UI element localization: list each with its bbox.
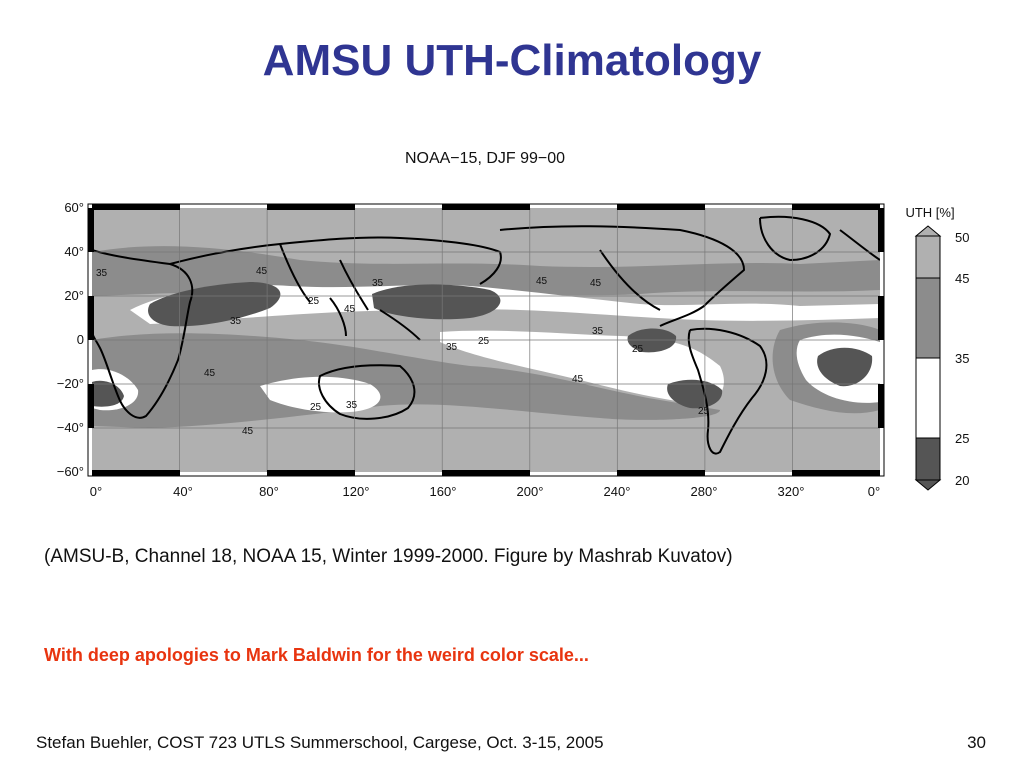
dark-zone-pacific-south [667, 379, 723, 409]
dark-zone-africa-south [92, 380, 124, 407]
dark-zone-sahara [148, 282, 281, 327]
contour-label: 35 [592, 326, 604, 337]
coast-eurasia [169, 236, 502, 311]
contour-label: 35 [96, 268, 108, 279]
moist-band-south [92, 333, 720, 428]
contour-label: 25 [632, 344, 644, 355]
lon-label: 120° [343, 484, 370, 499]
lon-labels: 0° 40° 80° 120° 160° 200° 240° 280° 320°… [90, 484, 880, 499]
lat-label: 40° [64, 244, 84, 259]
coast-southeast-asia [329, 297, 421, 341]
coast-australia [318, 364, 416, 420]
lon-label: 80° [259, 484, 279, 499]
lon-label: 40° [173, 484, 193, 499]
lon-label: 160° [430, 484, 457, 499]
colorbar-level: 50 [955, 230, 969, 245]
colorbar-level: 45 [955, 271, 969, 286]
lon-label: 0° [90, 484, 102, 499]
lat-label: −20° [57, 376, 84, 391]
uth-map-figure: 35 45 35 45 45 35 25 45 35 35 25 25 45 4… [0, 190, 1024, 510]
contour-label: 35 [230, 316, 242, 327]
coast-europe-east [839, 229, 880, 261]
figure-title: NOAA−15, DJF 99−00 [404, 150, 566, 167]
lon-label: 240° [604, 484, 631, 499]
colorbar-swatch-20-25 [915, 437, 941, 481]
lon-label: 320° [778, 484, 805, 499]
lat-label: −40° [57, 420, 84, 435]
footer-credit: Stefan Buehler, COST 723 UTLS Summerscho… [36, 733, 604, 752]
moist-band-north [92, 246, 880, 296]
colorbar-title: UTH [%] [905, 205, 954, 220]
contour-label: 45 [536, 276, 548, 287]
contour-label: 45 [572, 374, 584, 385]
colorbar-swatch-35-45 [915, 277, 941, 359]
contour-label: 35 [446, 342, 458, 353]
lat-label: −60° [57, 464, 84, 479]
contour-label: 25 [310, 402, 322, 413]
slide-title: AMSU UTH-Climatology [262, 36, 762, 85]
lon-label: 0° [868, 484, 880, 499]
figure-caption: (AMSU-B, Channel 18, NOAA 15, Winter 199… [44, 546, 733, 567]
contour-label: 45 [204, 368, 216, 379]
contour-label: 25 [698, 406, 710, 417]
map-frame [87, 203, 885, 477]
lon-label: 280° [691, 484, 718, 499]
coast-south-america [687, 327, 768, 455]
contour-label: 35 [346, 400, 358, 411]
lat-label: 0 [77, 332, 84, 347]
uth-map-svg: 35 45 35 45 45 35 25 45 35 35 25 25 45 4… [57, 200, 970, 499]
colorbar-swatch-45-50 [915, 235, 941, 279]
contour-label: 45 [256, 266, 268, 277]
contour-label: 25 [478, 336, 490, 347]
dark-zone-pacific-north [372, 284, 501, 320]
contour-label: 45 [242, 426, 254, 437]
contour-label: 35 [372, 278, 384, 289]
dark-zone-central [627, 328, 677, 353]
lon-label: 200° [517, 484, 544, 499]
dry-zone-north [130, 284, 880, 324]
colorbar-level: 35 [955, 351, 969, 366]
lat-labels: 60° 40° 20° 0 −20° −40° −60° [57, 200, 84, 479]
coastlines [92, 215, 880, 455]
contour-label: 25 [308, 296, 320, 307]
colorbar-level: 25 [955, 431, 969, 446]
coast-greenland [759, 215, 831, 261]
colorbar-bottom-arrow [914, 479, 942, 491]
coast-north-america [499, 225, 745, 327]
dark-zone-atlantic-south [817, 347, 873, 387]
colorbar-swatch-25-35 [915, 357, 941, 439]
apology-note: With deep apologies to Mark Baldwin for … [44, 645, 589, 665]
lat-label: 20° [64, 288, 84, 303]
dry-zone-australia [260, 376, 381, 413]
colorbar: UTH [%] 50 45 35 25 20 [905, 205, 969, 491]
map-grid [92, 208, 880, 472]
colorbar-top-arrow [914, 225, 942, 237]
lat-label: 60° [64, 200, 84, 215]
contour-labels: 35 45 35 45 45 35 25 45 35 35 25 25 45 4… [96, 266, 710, 437]
contour-label: 45 [344, 304, 356, 315]
colorbar-level: 20 [955, 473, 969, 488]
page-number: 30 [967, 733, 986, 752]
contour-label: 45 [590, 278, 602, 289]
